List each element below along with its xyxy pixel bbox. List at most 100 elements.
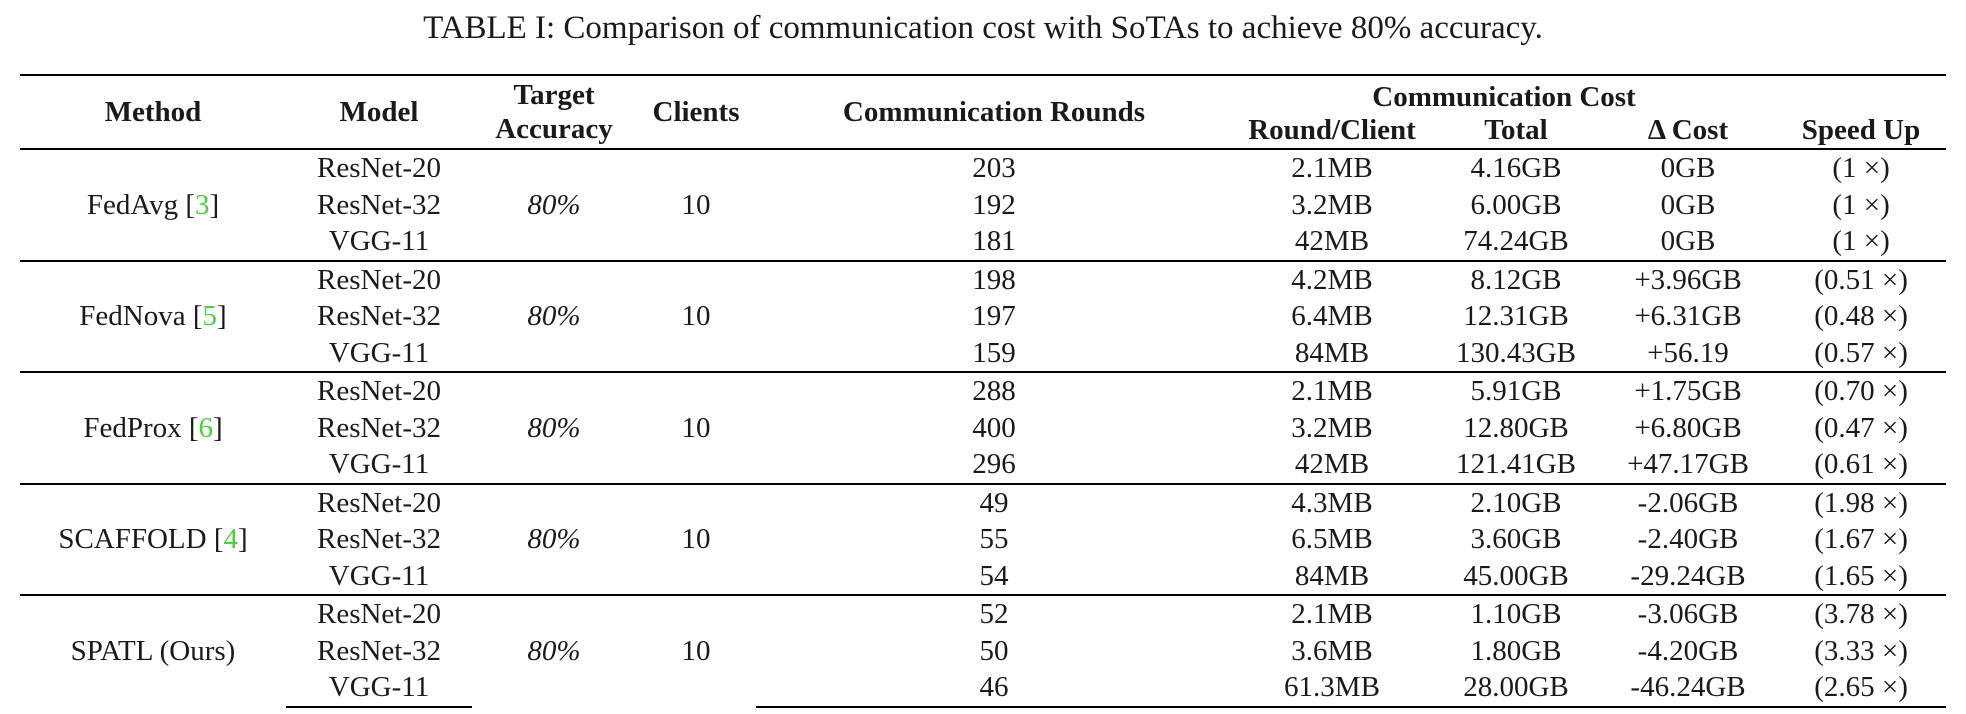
total-cell: 12.80GB <box>1463 411 1569 444</box>
accuracy-cell: 80% <box>472 594 636 707</box>
speed-up-cell: (1.65 ×) <box>1814 559 1908 592</box>
round-client-cell: 3.6MB <box>1291 634 1373 667</box>
rounds-cell: 288 <box>756 371 1232 410</box>
round-client-cell: 6.4MB <box>1291 300 1373 332</box>
citation-close: ] <box>217 300 227 332</box>
model-cell: VGG-11 <box>286 669 472 708</box>
method-cell: FedNova [5] <box>20 259 286 372</box>
table-row: ResNet-32 197 6.4MB 12.31GB +6.31GB (0.48 ×) <box>20 298 1946 335</box>
speed-up-cell: (0.48 ×) <box>1814 300 1908 332</box>
accuracy-cell: 80% <box>472 482 636 595</box>
round-client-cell: 42MB <box>1294 448 1370 480</box>
header-delta-cost: Δ Cost <box>1600 112 1777 150</box>
rounds-cell: 54 <box>979 559 1009 592</box>
speed-up-cell: (3.33 ×) <box>1814 634 1908 667</box>
rounds-cell: 198 <box>756 259 1232 298</box>
delta-cost-cell: +6.31GB <box>1634 300 1742 332</box>
speed-up-cell: (1.67 ×) <box>1814 523 1908 555</box>
rounds-cell: 296 <box>972 448 1016 480</box>
table-row: FedAvg [3] ResNet-20 80% 10 203 2.1MB 4.16GB 0G… <box>20 148 1947 261</box>
total-cell: 6.00GB <box>1470 188 1562 221</box>
clients-cell: 10 <box>636 259 756 372</box>
round-client-cell: 84MB <box>1294 336 1370 369</box>
method-name: SPATL (Ours) <box>70 635 236 667</box>
model-cell: ResNet-32 <box>316 188 442 221</box>
round-client-cell: 2.1MB <box>1232 594 1432 633</box>
results-table: Method Model Target Accuracy Clients Com… <box>20 74 1947 708</box>
total-cell: 12.31GB <box>1463 300 1569 332</box>
table-row: ResNet-32 50 3.6MB 1.80GB -4.20GB (3.33 ×) <box>20 633 1946 670</box>
round-client-cell: 3.2MB <box>1291 411 1373 444</box>
table-row: VGG-11 296 42MB 121.41GB +47.17GB (0.61 ×) <box>20 446 1946 484</box>
total-cell: 45.00GB <box>1463 559 1569 592</box>
speed-up-cell: (1.98 ×) <box>1776 482 1947 521</box>
rounds-cell: 181 <box>972 225 1016 257</box>
accuracy-cell: 80% <box>472 148 636 261</box>
model-cell: ResNet-32 <box>316 411 442 444</box>
delta-cost-cell: 0GB <box>1660 225 1716 257</box>
clients-cell: 10 <box>636 371 756 484</box>
round-client-cell: 42MB <box>1294 225 1370 257</box>
delta-cost-cell: +3.96GB <box>1600 259 1777 298</box>
header-blank <box>1776 74 1947 112</box>
model-cell: ResNet-32 <box>316 300 442 332</box>
speed-up-cell: (3.78 ×) <box>1776 594 1947 633</box>
table-row: SPATL (Ours) ResNet-20 80% 10 52 2.1MB 1.10GB -… <box>20 594 1947 707</box>
model-cell: ResNet-20 <box>286 482 472 521</box>
method-cell: FedAvg [3] <box>20 148 286 261</box>
model-cell: VGG-11 <box>328 225 430 257</box>
total-cell: 4.16GB <box>1432 148 1600 187</box>
header-clients: Clients <box>636 74 756 149</box>
method-name: FedAvg [ <box>86 188 196 221</box>
total-cell: 1.10GB <box>1432 594 1600 633</box>
delta-cost-cell: +6.80GB <box>1634 411 1742 444</box>
speed-up-cell: (0.61 ×) <box>1814 448 1908 480</box>
speed-up-cell: (0.70 ×) <box>1776 371 1947 410</box>
round-client-cell: 61.3MB <box>1232 669 1432 708</box>
citation-close: ] <box>213 411 223 444</box>
header-round-client: Round/Client <box>1232 112 1432 150</box>
speed-up-cell: (0.47 ×) <box>1814 411 1908 444</box>
delta-cost-cell: -46.24GB <box>1600 669 1777 708</box>
model-cell: ResNet-32 <box>316 634 442 667</box>
delta-cost-cell: +47.17GB <box>1627 448 1749 480</box>
total-cell: 1.80GB <box>1470 634 1562 667</box>
speed-up-cell: (1 ×) <box>1832 188 1890 221</box>
rounds-cell: 46 <box>756 669 1232 708</box>
table-row: VGG-11 54 84MB 45.00GB -29.24GB (1.65 ×) <box>20 558 1946 596</box>
method-name: FedNova [ <box>79 300 203 332</box>
citation-link[interactable]: 4 <box>223 523 239 555</box>
citation-link[interactable]: 5 <box>202 300 218 332</box>
round-client-cell: 6.5MB <box>1291 523 1373 555</box>
speed-up-cell: (1 ×) <box>1776 148 1947 187</box>
clients-cell: 10 <box>636 482 756 595</box>
table-caption: TABLE I: Comparison of communication cos… <box>423 10 1543 46</box>
method-cell: FedProx [6] <box>20 371 286 484</box>
delta-cost-cell: -29.24GB <box>1630 559 1746 592</box>
delta-cost-cell: -3.06GB <box>1600 594 1777 633</box>
table-row: VGG-11 181 42MB 74.24GB 0GB (1 ×) <box>20 223 1946 261</box>
model-cell: VGG-11 <box>328 336 430 369</box>
header-target-accuracy: Target Accuracy <box>472 74 636 149</box>
citation-link[interactable]: 6 <box>198 411 214 444</box>
citation-close: ] <box>238 523 248 555</box>
citation-link[interactable]: 3 <box>195 188 210 221</box>
table-row: VGG-11 46 61.3MB 28.00GB -46.24GB (2.65 ×) <box>20 669 1947 708</box>
speed-up-cell: (1 ×) <box>1832 225 1890 257</box>
clients-cell: 10 <box>636 594 756 707</box>
table-row: VGG-11 159 84MB 130.43GB +56.19 (0.57 ×) <box>20 335 1946 373</box>
total-cell: 3.60GB <box>1470 523 1562 555</box>
accuracy-cell: 80% <box>472 371 636 484</box>
round-client-cell: 3.2MB <box>1291 188 1373 221</box>
round-client-cell: 84MB <box>1294 559 1370 592</box>
clients-cell: 10 <box>636 148 756 261</box>
model-cell: ResNet-20 <box>286 259 472 298</box>
delta-cost-cell: +1.75GB <box>1600 371 1777 410</box>
rounds-cell: 400 <box>972 411 1016 444</box>
table-row: FedProx [6] ResNet-20 80% 10 288 2.1MB 5.91GB +… <box>20 371 1947 484</box>
table-body: FedAvg [3] ResNet-20 80% 10 203 2.1MB 4.16GB 0G… <box>20 148 1947 708</box>
total-cell: 2.10GB <box>1432 482 1600 521</box>
header-total: Total <box>1432 112 1600 150</box>
model-cell: ResNet-20 <box>286 148 472 187</box>
rounds-cell: 50 <box>979 634 1009 667</box>
